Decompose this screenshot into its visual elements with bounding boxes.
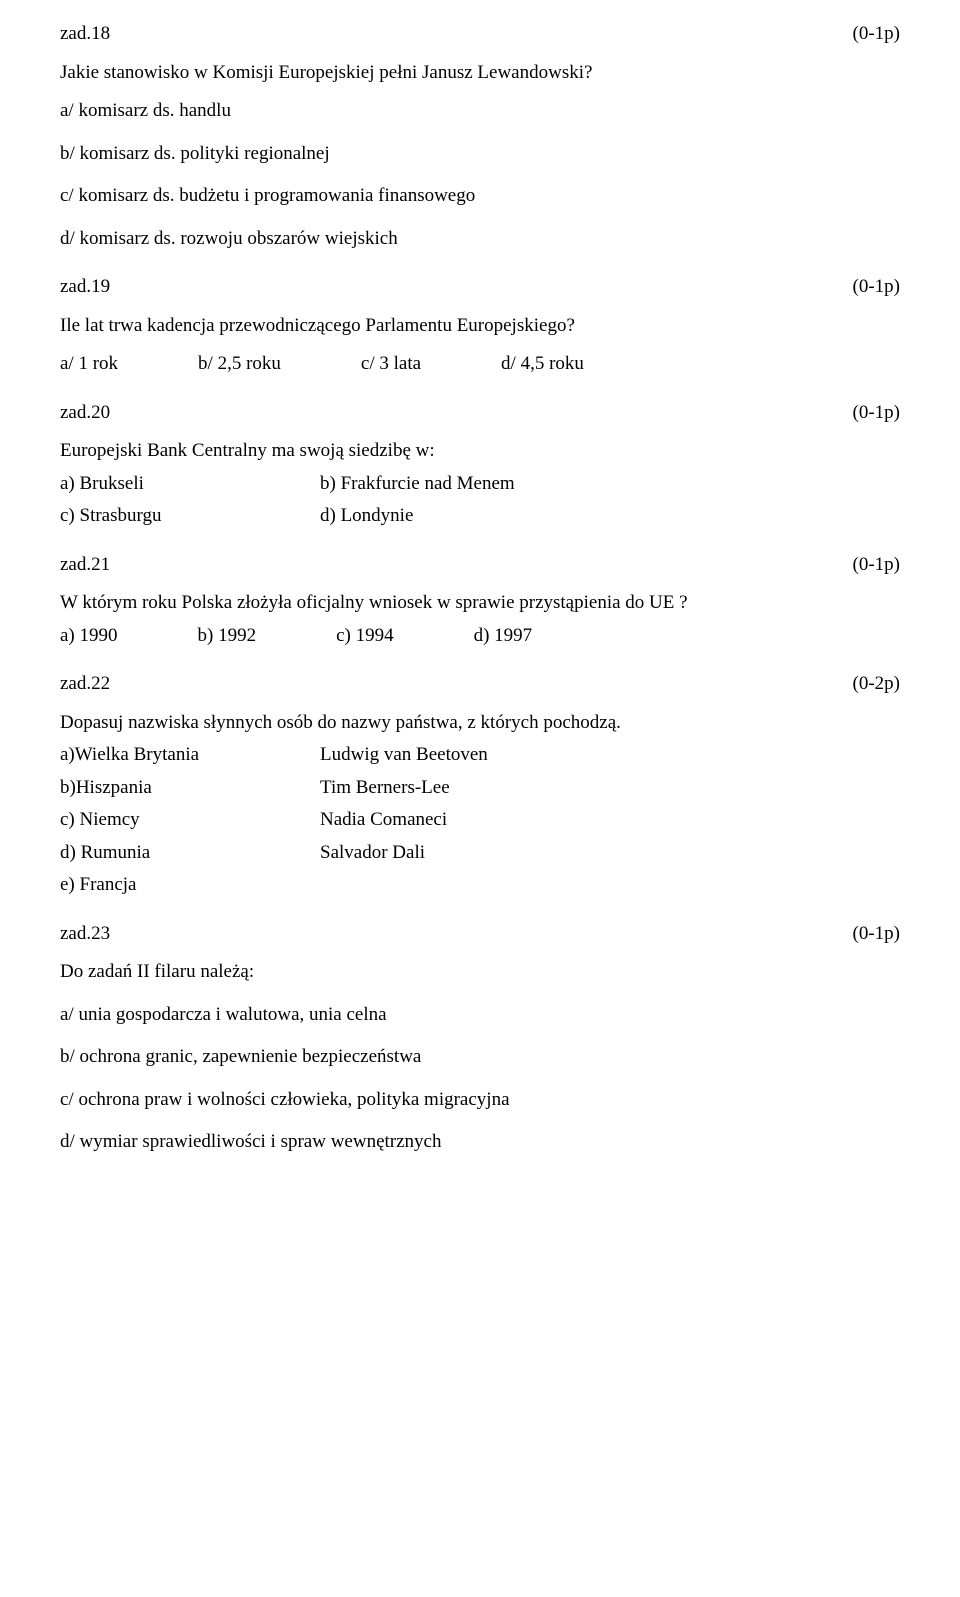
q20-header: zad.20 (0-1p)	[60, 399, 900, 428]
q23-choice-d: d/ wymiar sprawiedliwości i spraw wewnęt…	[60, 1128, 900, 1157]
q23-header: zad.23 (0-1p)	[60, 920, 900, 949]
q20-choice-a: a) Brukseli	[60, 470, 320, 499]
q20-id: zad.20	[60, 399, 110, 428]
q22-d-left: d) Rumunia	[60, 839, 320, 868]
q22-stem: Dopasuj nazwiska słynnych osób do nazwy …	[60, 709, 900, 738]
q21-stem: W którym roku Polska złożyła oficjalny w…	[60, 589, 900, 618]
q18-id: zad.18	[60, 20, 110, 49]
q22-b-right: Tim Berners-Lee	[320, 774, 450, 803]
q20-choice-d: d) Londynie	[320, 502, 413, 531]
q18-choice-a: a/ komisarz ds. handlu	[60, 97, 900, 126]
q22-pair-b: b)Hiszpania Tim Berners-Lee	[60, 774, 900, 803]
q22-pair-e: e) Francja	[60, 871, 900, 900]
q18-choice-d: d/ komisarz ds. rozwoju obszarów wiejski…	[60, 225, 900, 254]
q19-header: zad.19 (0-1p)	[60, 273, 900, 302]
q18-choice-c: c/ komisarz ds. budżetu i programowania …	[60, 182, 900, 211]
q22-pair-c: c) Niemcy Nadia Comaneci	[60, 806, 900, 835]
q21-choice-d: d) 1997	[474, 622, 533, 651]
q21-choices: a) 1990 b) 1992 c) 1994 d) 1997	[60, 622, 900, 651]
q22-c-left: c) Niemcy	[60, 806, 320, 835]
q20-stem: Europejski Bank Centralny ma swoją siedz…	[60, 437, 900, 466]
q19-id: zad.19	[60, 273, 110, 302]
q18-points: (0-1p)	[853, 20, 900, 49]
q18-choice-b: b/ komisarz ds. polityki regionalnej	[60, 140, 900, 169]
q20-choice-b: b) Frakfurcie nad Menem	[320, 470, 515, 499]
q19-points: (0-1p)	[853, 273, 900, 302]
q20-points: (0-1p)	[853, 399, 900, 428]
q22-b-left: b)Hiszpania	[60, 774, 320, 803]
q22-a-right: Ludwig van Beetoven	[320, 741, 488, 770]
q21-id: zad.21	[60, 551, 110, 580]
q22-header: zad.22 (0-2p)	[60, 670, 900, 699]
q22-points: (0-2p)	[853, 670, 900, 699]
q21-points: (0-1p)	[853, 551, 900, 580]
q20-row-cd: c) Strasburgu d) Londynie	[60, 502, 900, 531]
q21-choice-c: c) 1994	[336, 622, 394, 651]
q21-choice-a: a) 1990	[60, 622, 118, 651]
q22-id: zad.22	[60, 670, 110, 699]
q23-stem: Do zadań II filaru należą:	[60, 958, 900, 987]
q18-header: zad.18 (0-1p)	[60, 20, 900, 49]
q19-choice-d: d/ 4,5 roku	[501, 350, 584, 379]
q23-id: zad.23	[60, 920, 110, 949]
q20-choice-c: c) Strasburgu	[60, 502, 320, 531]
q22-pair-d: d) Rumunia Salvador Dali	[60, 839, 900, 868]
q19-choice-b: b/ 2,5 roku	[198, 350, 281, 379]
q23-points: (0-1p)	[853, 920, 900, 949]
q19-choice-a: a/ 1 rok	[60, 350, 118, 379]
q22-d-right: Salvador Dali	[320, 839, 425, 868]
q22-c-right: Nadia Comaneci	[320, 806, 447, 835]
q19-choice-c: c/ 3 lata	[361, 350, 421, 379]
q18-stem: Jakie stanowisko w Komisji Europejskiej …	[60, 59, 900, 88]
q21-choice-b: b) 1992	[198, 622, 257, 651]
q22-a-left: a)Wielka Brytania	[60, 741, 320, 770]
q19-choices: a/ 1 rok b/ 2,5 roku c/ 3 lata d/ 4,5 ro…	[60, 350, 900, 379]
q20-row-ab: a) Brukseli b) Frakfurcie nad Menem	[60, 470, 900, 499]
q23-choice-a: a/ unia gospodarcza i walutowa, unia cel…	[60, 1001, 900, 1030]
q22-e-left: e) Francja	[60, 871, 320, 900]
q22-pair-a: a)Wielka Brytania Ludwig van Beetoven	[60, 741, 900, 770]
exam-page: zad.18 (0-1p) Jakie stanowisko w Komisji…	[0, 0, 960, 1597]
q23-choice-b: b/ ochrona granic, zapewnienie bezpiecze…	[60, 1043, 900, 1072]
q21-header: zad.21 (0-1p)	[60, 551, 900, 580]
q19-stem: Ile lat trwa kadencja przewodniczącego P…	[60, 312, 900, 341]
q23-choice-c: c/ ochrona praw i wolności człowieka, po…	[60, 1086, 900, 1115]
